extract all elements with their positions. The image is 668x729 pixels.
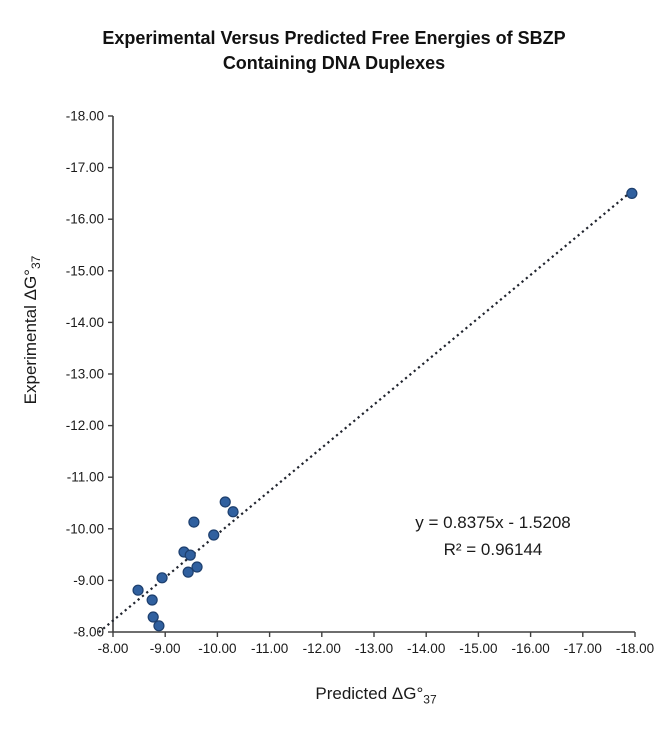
data-point [146,594,158,606]
x-tick-label: -9.00 [150,641,181,656]
y-tick-label: -17.00 [66,160,104,175]
y-tick-label: -16.00 [66,212,104,227]
x-tick-label: -12.00 [303,641,341,656]
x-tick-label: -11.00 [251,641,288,656]
data-point [188,516,200,528]
trendline-equation: y = 0.8375x - 1.5208 [415,513,571,532]
data-point [208,529,220,541]
x-tick-label: -8.00 [98,641,129,656]
x-tick-label: -13.00 [355,641,393,656]
y-axis-title-text: Experimental ΔG° [20,269,40,405]
data-point [156,572,168,584]
data-point [227,506,239,518]
data-point [626,187,638,199]
x-tick-label: -10.00 [198,641,236,656]
data-point [182,566,194,578]
x-tick-label: -17.00 [564,641,602,656]
y-tick-label: -14.00 [66,315,104,330]
chart-title: Experimental Versus Predicted Free Energ… [0,26,668,76]
y-tick-label: -18.00 [66,109,104,124]
data-point [147,611,159,623]
x-tick-label: -15.00 [459,641,497,656]
x-tick-label: -16.00 [511,641,549,656]
chart-title-line1: Experimental Versus Predicted Free Energ… [102,28,566,48]
r-squared-label: R² = 0.96144 [443,540,543,559]
x-axis-title-text: Predicted ΔG° [315,684,424,703]
data-point [153,620,165,632]
y-tick-label: -10.00 [66,521,104,536]
x-tick-label: -14.00 [407,641,445,656]
y-tick-label: -11.00 [67,470,104,485]
data-point [219,496,231,508]
y-axis-title: Experimental ΔG°37 [21,256,43,405]
y-axis-title-subscript: 37 [29,255,44,270]
data-point [184,549,196,561]
trendline [98,188,635,634]
data-point [132,584,144,596]
data-point [191,561,203,573]
chart-title-line2: Containing DNA Duplexes [222,53,446,73]
y-tick-label: -13.00 [66,367,104,382]
trendline-annotation: y = 0.8375x - 1.5208 R² = 0.96144 [415,509,570,563]
y-tick-label: -12.00 [66,418,104,433]
x-tick-label: -18.00 [616,641,654,656]
x-axis-title: Predicted ΔG°37 [315,684,436,706]
y-tick-label: -8.00 [73,625,104,640]
y-tick-label: -9.00 [73,573,104,588]
y-tick-label: -15.00 [66,263,104,278]
x-axis-title-subscript: 37 [423,692,437,707]
